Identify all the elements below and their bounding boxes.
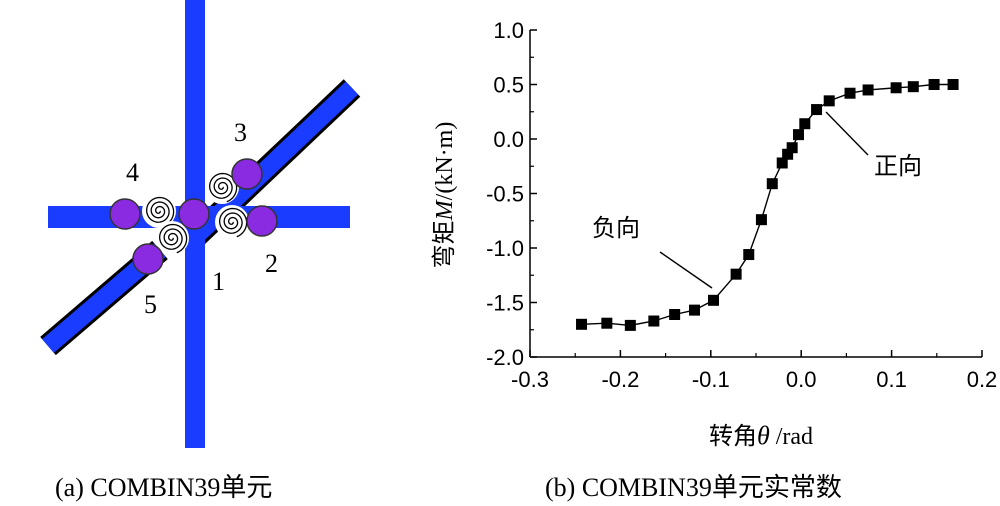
chart-tick-labels: 1.0 0.5 0.0 -0.5 -1.0 -1.5 -2.0-0.3 -0.2 -0.1 0.0…: [486, 18, 997, 392]
annotation-positive: 正向: [874, 152, 922, 180]
x-axis-title: 转角θ /rad: [709, 421, 813, 450]
series-curve: [581, 83, 954, 327]
data-point: [669, 308, 681, 320]
x-tick-label: 0.1: [876, 367, 907, 392]
y-tick-label: -2.0: [486, 345, 524, 370]
node-label-3: 3: [234, 118, 247, 147]
y-tick-label: -1.5: [486, 291, 524, 316]
y-tick-label: -1.0: [486, 236, 524, 261]
data-point: [782, 148, 794, 160]
x-tick-label: -0.1: [692, 367, 730, 392]
node-label-5: 5: [144, 290, 157, 319]
data-point: [743, 249, 755, 261]
panel-b-chart: 1.0 0.5 0.0 -0.5 -1.0 -1.5 -2.0-0.3 -0.2 -0.1 0.0…: [430, 18, 997, 450]
data-point: [708, 294, 720, 306]
node-label-1: 1: [212, 267, 225, 296]
y-tick-label: 0.0: [493, 127, 524, 152]
spring-group: [142, 170, 249, 255]
panel-a-diagram: 1 2 3 4 5: [40, 0, 361, 448]
data-point: [844, 87, 856, 99]
spring-icon: [215, 205, 249, 239]
series-markers: [576, 79, 959, 331]
spring-icon: [155, 221, 189, 255]
x-tick-label: -0.3: [511, 367, 549, 392]
node-label-4: 4: [126, 158, 139, 187]
data-point: [648, 315, 660, 327]
x-tick-label: 0.0: [786, 367, 817, 392]
y-tick-label: 0.5: [493, 73, 524, 98]
node-circle-icon: [132, 243, 164, 275]
data-point: [766, 178, 778, 190]
data-point: [730, 268, 742, 280]
caption-b: (b) COMBIN39单元实常数: [545, 473, 842, 502]
data-point: [811, 104, 823, 116]
data-point: [823, 95, 835, 107]
node-circle-icon: [231, 158, 263, 190]
caption-a: (a) COMBIN39单元: [55, 473, 272, 502]
data-point: [907, 81, 919, 93]
data-point: [890, 82, 902, 94]
data-point: [786, 142, 798, 154]
data-point: [776, 157, 788, 169]
node-circle-icon: [109, 198, 141, 230]
y-axis-title: 弯矩M/(kN·m): [430, 122, 458, 269]
annotation-negative: 负向: [592, 214, 640, 242]
data-point: [689, 304, 701, 316]
chart-axes: [529, 29, 983, 358]
node-circle-icon: [246, 205, 278, 237]
data-point: [947, 79, 959, 90]
spring-icon: [205, 170, 239, 204]
node-circle-icon: [178, 198, 210, 230]
data-point: [862, 84, 874, 96]
y-tick-label: -0.5: [486, 182, 524, 207]
annotation-leader-negative: [659, 251, 713, 289]
x-tick-label: 0.2: [967, 367, 998, 392]
y-tick-label: 1.0: [493, 18, 524, 43]
data-point: [792, 129, 804, 141]
data-point: [799, 118, 811, 130]
data-point: [601, 317, 613, 329]
spring-icon: [142, 194, 176, 228]
node-label-2: 2: [265, 249, 278, 278]
x-tick-label: -0.2: [601, 367, 639, 392]
data-point: [576, 318, 588, 330]
data-point: [928, 79, 940, 90]
data-point: [755, 214, 767, 226]
annotation-leader-positive: [825, 111, 869, 156]
data-point: [624, 319, 636, 331]
